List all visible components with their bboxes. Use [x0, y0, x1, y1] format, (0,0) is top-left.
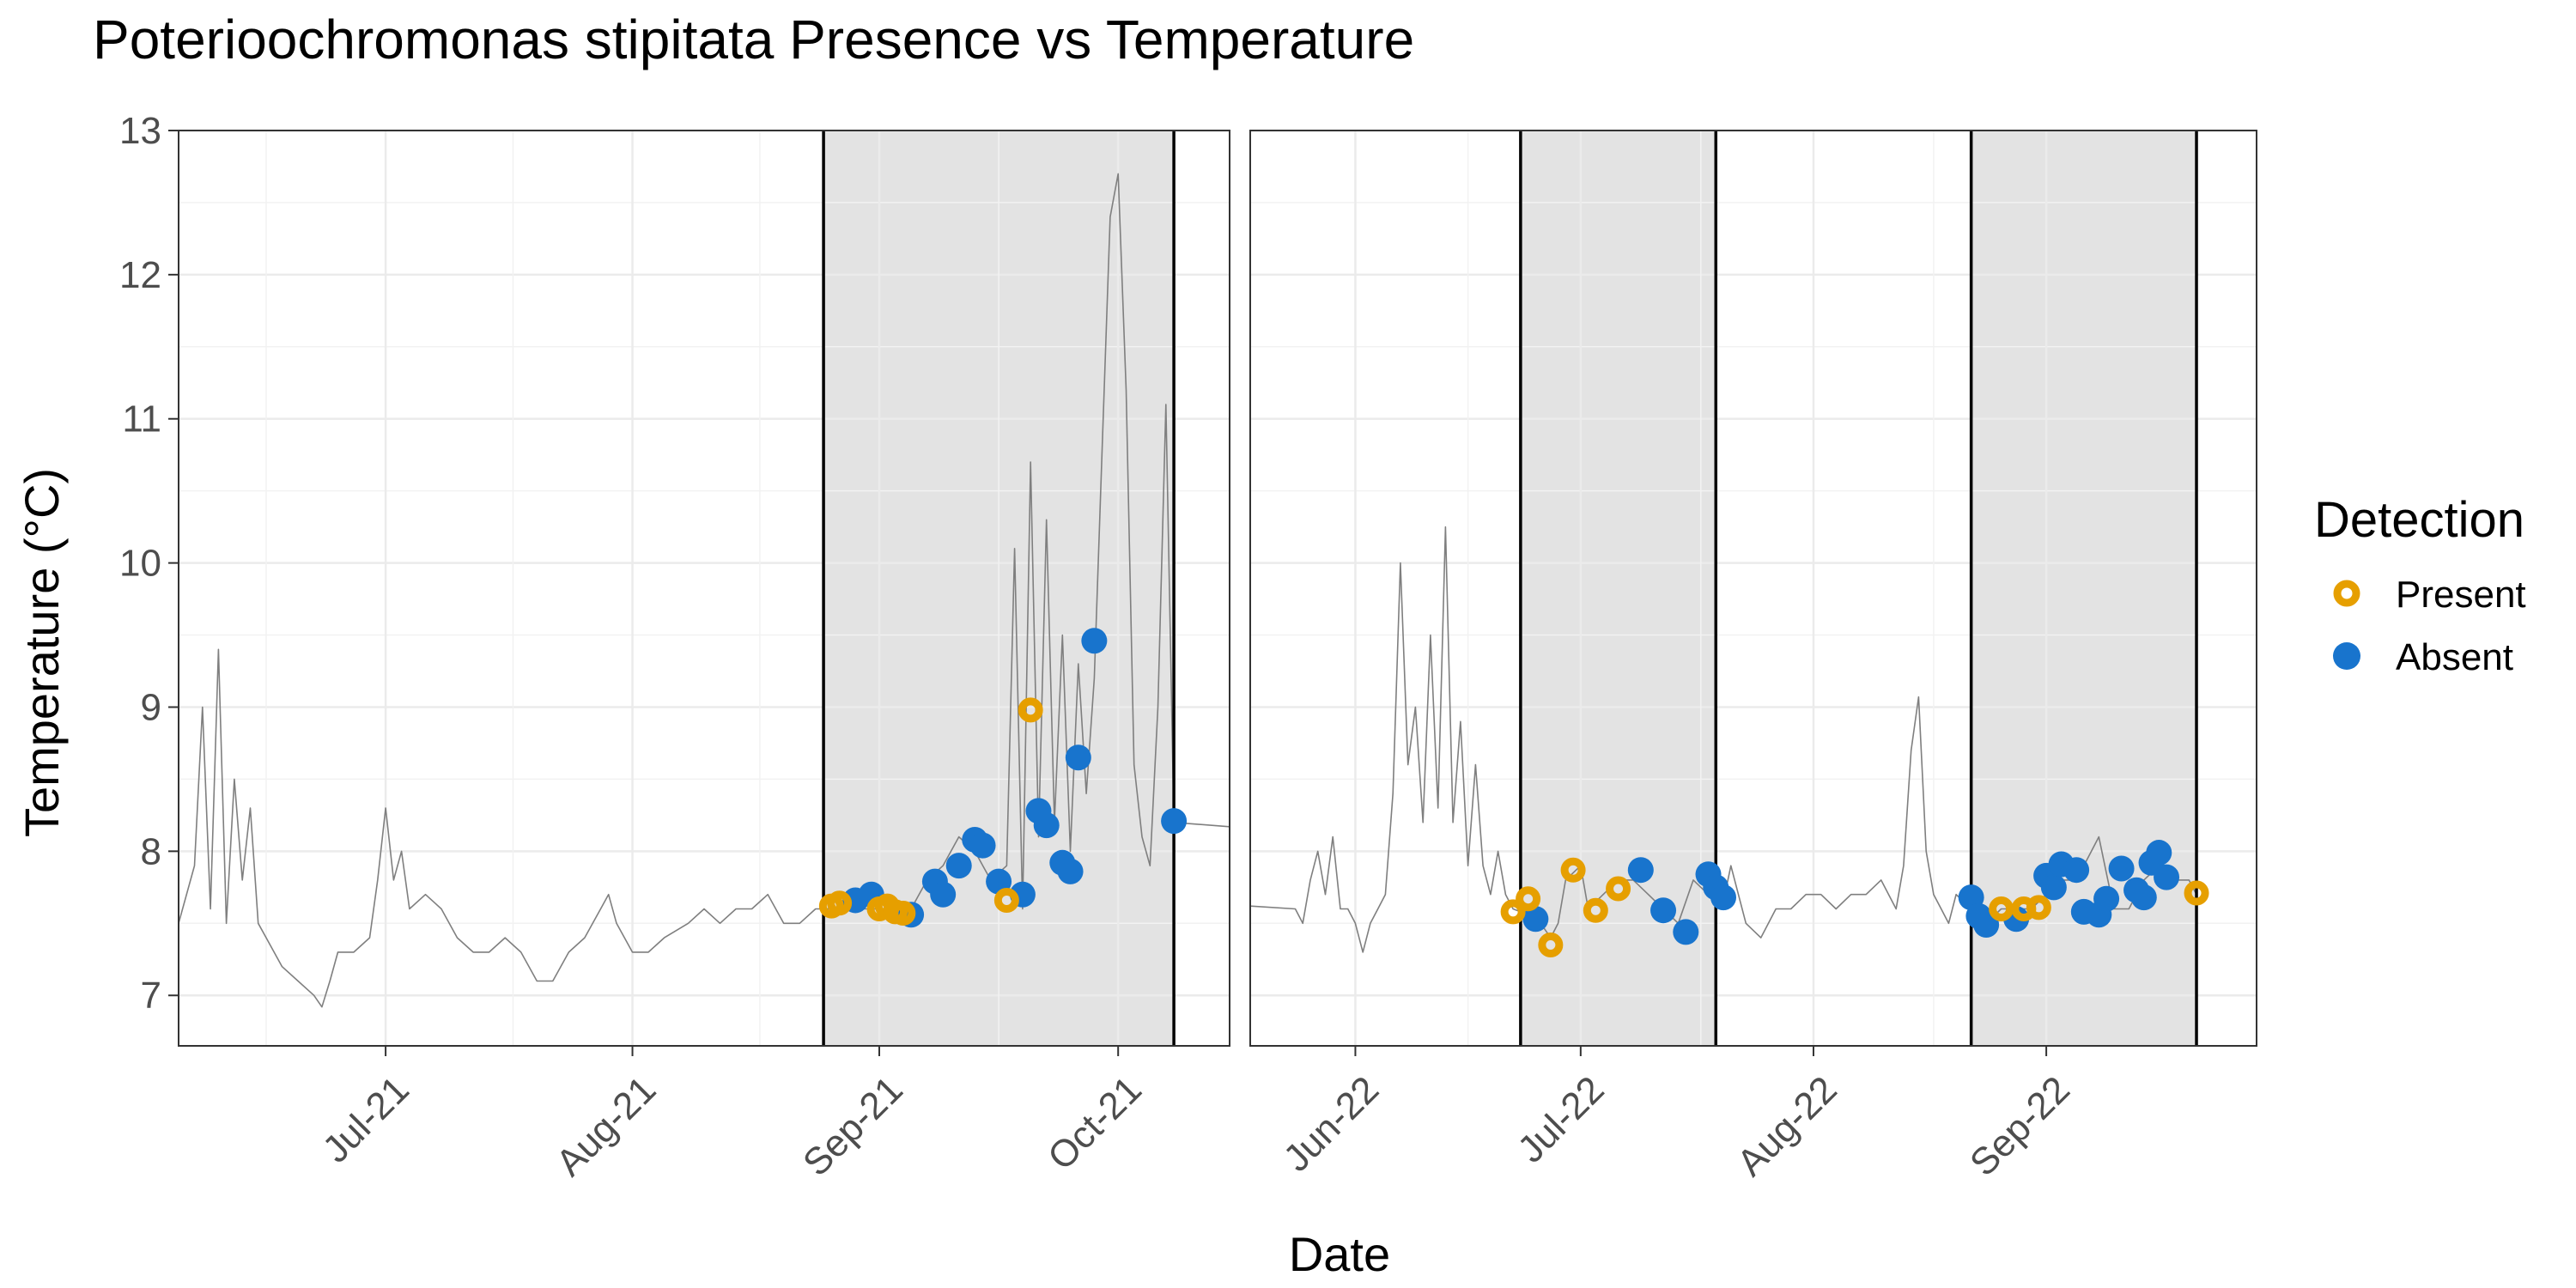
legend: Detection Present Absent — [2314, 492, 2526, 678]
absent-point — [1973, 911, 2000, 938]
absent-point — [945, 853, 972, 879]
present-point — [1583, 897, 1608, 923]
x-tick-label: Jun-22 — [1276, 1068, 1388, 1180]
legend-absent-marker — [2333, 642, 2360, 670]
absent-point — [2093, 885, 2120, 912]
absent-point — [2040, 874, 2067, 901]
x-tick-label: Jul-22 — [1510, 1068, 1612, 1170]
legend-present-marker — [2333, 580, 2360, 607]
absent-point — [2154, 864, 2180, 890]
legend-item-absent: Absent — [2333, 636, 2513, 678]
present-point — [1500, 899, 1526, 925]
x-tick-label: Oct-21 — [1040, 1068, 1150, 1178]
panel-border — [178, 130, 1230, 1047]
x-tick-label: Sep-21 — [795, 1068, 911, 1184]
absent-point — [1710, 884, 1737, 911]
x-tick-label: Sep-22 — [1962, 1068, 2078, 1184]
x-axis-label: Date — [1289, 1227, 1390, 1281]
absent-point — [930, 881, 957, 908]
panel-2022: Jun-22 Jul-22 Aug-22 Sep-22 — [1249, 129, 2257, 1184]
absent-point — [1081, 628, 1108, 654]
present-point — [827, 890, 853, 916]
present-point — [1560, 857, 1586, 883]
legend-present-label: Present — [2396, 574, 2526, 616]
present-point — [1516, 886, 1541, 912]
absent-point — [2146, 840, 2172, 866]
present-point — [1606, 876, 1631, 902]
legend-absent-label: Absent — [2396, 636, 2513, 678]
absent-point — [1673, 919, 1699, 945]
y-axis-label: Temperature (°C) — [15, 468, 69, 837]
y-tick-label: 10 — [119, 543, 161, 585]
legend-item-present: Present — [2333, 574, 2526, 616]
absent-point — [1033, 812, 1060, 839]
x-tick-label: Jul-21 — [315, 1068, 417, 1170]
y-tick-label: 12 — [119, 254, 161, 296]
absent-point — [1627, 857, 1654, 884]
absent-point — [1650, 897, 1677, 924]
panel-2021: Jul-21 Aug-21 Sep-21 Oct-21 — [178, 129, 1230, 1184]
absent-point — [2108, 855, 2135, 882]
sampling-period-band — [1520, 131, 1716, 1046]
y-tick-label: 11 — [122, 398, 161, 440]
sampling-period-band — [1971, 131, 2197, 1046]
y-tick-label: 7 — [141, 975, 161, 1017]
x-tick-label: Aug-21 — [548, 1068, 664, 1184]
present-point — [890, 901, 916, 927]
absent-point — [1057, 858, 1084, 884]
legend-title: Detection — [2314, 492, 2524, 548]
y-tick-label: 8 — [141, 830, 161, 872]
absent-point — [1161, 808, 1188, 835]
y-tick-label: 13 — [119, 110, 161, 152]
present-point — [1538, 932, 1564, 957]
panel-border — [1249, 130, 2257, 1047]
present-point — [1018, 697, 1043, 723]
present-point — [993, 887, 1019, 913]
y-tick-label: 9 — [141, 686, 161, 728]
absent-point — [969, 832, 996, 859]
present-point — [1989, 896, 2014, 922]
x-tick-label: Aug-22 — [1729, 1068, 1845, 1184]
absent-point — [1522, 906, 1549, 933]
temperature-line — [179, 173, 1230, 1008]
present-point — [2184, 880, 2209, 906]
chart-title: Poterioochromonas stipitata Presence vs … — [93, 9, 1414, 70]
absent-point — [2130, 884, 2157, 911]
absent-point — [2063, 857, 2090, 884]
present-point — [2026, 895, 2051, 920]
absent-point — [1065, 744, 1091, 771]
y-axis-ticks: 7 8 9 10 11 12 13 — [119, 110, 179, 1017]
